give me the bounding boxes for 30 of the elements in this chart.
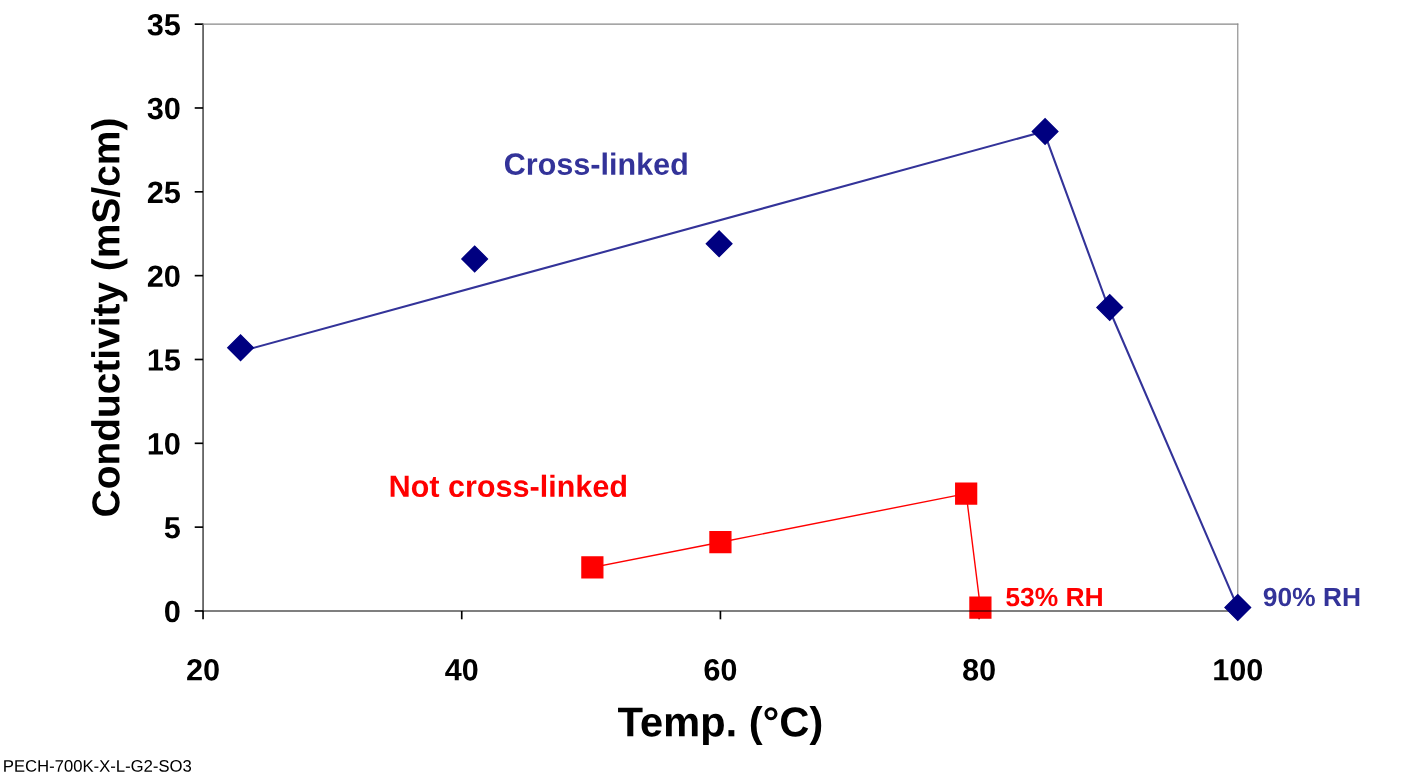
y-axis-title: Conductivity (mS/cm) (91, 119, 128, 516)
annotation: 53% RH (1006, 587, 1102, 607)
y-tick-label: 25 (147, 181, 180, 204)
point (581, 556, 604, 579)
annotation: 90% RH (1263, 587, 1360, 607)
y-tick-label: 35 (147, 13, 180, 36)
x-tick-label: 80 (963, 659, 995, 681)
y-tick-label: 30 (147, 97, 180, 120)
point (969, 596, 992, 619)
y-tick-label: 20 (147, 265, 180, 288)
point (461, 245, 489, 273)
y-tick-label: 5 (164, 517, 180, 539)
x-tick-label: 40 (445, 659, 478, 681)
y-tick-label: 0 (165, 600, 180, 623)
text: Cross-linked (504, 152, 687, 175)
x-axis-title: Temp. (°C) (618, 706, 822, 745)
text: PECH-700K-X-L-G2-SO3 (4, 760, 192, 772)
x-tick-label: 20 (187, 659, 219, 681)
point (955, 482, 978, 505)
point (1224, 594, 1252, 622)
point (705, 230, 733, 258)
point (1096, 294, 1124, 321)
point (227, 334, 255, 362)
point (1031, 117, 1059, 145)
y-tick-label: 10 (148, 433, 180, 455)
text: Not cross-linked (390, 474, 626, 498)
y-tick-label: 15 (148, 349, 180, 371)
point (709, 531, 732, 554)
x-tick-label: 60 (704, 659, 737, 681)
x-tick-label: 100 (1214, 659, 1263, 681)
